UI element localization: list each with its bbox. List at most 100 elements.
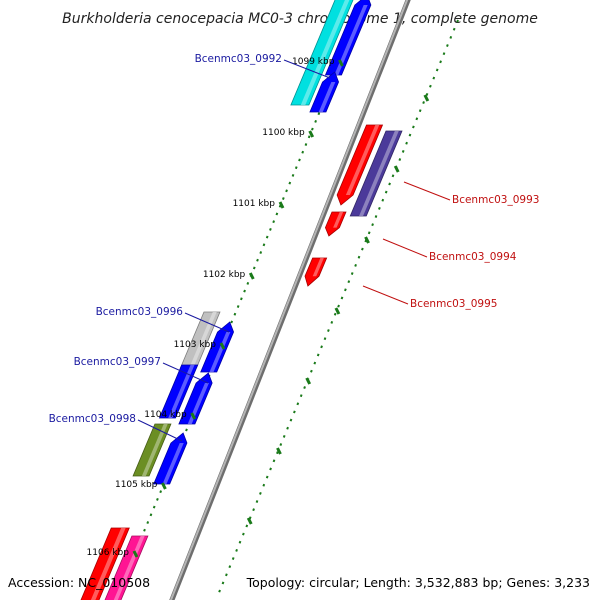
right-dot — [449, 35, 453, 39]
leader-line — [382, 238, 428, 258]
left-dot — [143, 528, 146, 532]
right-dot — [405, 141, 408, 145]
right-dot — [388, 182, 391, 186]
backbone-line — [169, 0, 409, 600]
left-dot — [233, 312, 237, 316]
right-dot — [344, 288, 347, 292]
right-dot — [337, 304, 340, 308]
right-dot — [401, 149, 405, 153]
right-dot — [408, 133, 412, 137]
right-dot — [432, 76, 436, 80]
tick-label: 1102 kbp — [203, 270, 246, 280]
right-dot — [452, 27, 456, 31]
right-dot — [279, 443, 283, 446]
gene-blue-a — [200, 321, 234, 373]
left-dot — [243, 289, 246, 293]
right-dot — [269, 467, 272, 471]
left-dot — [265, 235, 269, 239]
gene-label-bcenmc03_0993[interactable]: Bcenmc03_0993 — [452, 194, 539, 206]
tick-mark — [308, 130, 315, 138]
right-dot — [422, 101, 425, 104]
tick-label: 1101 kbp — [233, 199, 276, 209]
leader-line — [137, 419, 183, 442]
tick-mark — [219, 342, 226, 350]
left-dot — [282, 197, 285, 200]
left-dot — [298, 158, 301, 162]
gene-red-0995 — [304, 257, 328, 287]
right-dot — [442, 52, 446, 56]
tick-label: 1099 kbp — [292, 57, 335, 67]
tick-mark — [190, 412, 197, 420]
left-dot — [256, 258, 259, 262]
right-dot — [456, 19, 459, 23]
gene-label-bcenmc03_0998[interactable]: Bcenmc03_0998 — [49, 413, 136, 425]
right-dot — [340, 296, 344, 300]
left-dot — [262, 243, 266, 247]
right-dot — [323, 337, 327, 341]
gene-label-bcenmc03_0995[interactable]: Bcenmc03_0995 — [410, 298, 497, 310]
right-dot — [361, 247, 364, 251]
left-dot — [236, 305, 240, 308]
map-title: Burkholderia cenocepacia MC0-3 chromosom… — [62, 11, 538, 27]
leader-line — [162, 362, 209, 384]
right-dot — [255, 500, 259, 503]
tick-mark — [338, 59, 344, 67]
gene-label-bcenmc03_0996[interactable]: Bcenmc03_0996 — [96, 306, 184, 318]
right-dot — [259, 491, 262, 495]
right-dot — [381, 198, 385, 202]
left-dot — [240, 297, 243, 301]
leader-line — [362, 285, 409, 305]
right-dot — [367, 231, 371, 235]
gene-red-bottom — [80, 527, 130, 600]
gene-purple — [349, 130, 403, 217]
left-dot — [304, 143, 308, 146]
topology-text: Topology: circular; Length: 3,532,883 bp… — [246, 575, 590, 590]
right-dot — [265, 475, 269, 479]
left-dot — [311, 127, 314, 131]
right-dot — [310, 369, 313, 373]
gene-red-0994 — [324, 211, 347, 237]
gene-label-bcenmc03_0997[interactable]: Bcenmc03_0997 — [74, 356, 161, 368]
gene-pink — [104, 535, 149, 600]
left-dot — [152, 505, 156, 509]
right-dot — [313, 361, 317, 365]
right-dot — [391, 174, 395, 178]
right-dot — [354, 263, 357, 267]
tick-mark — [132, 550, 139, 558]
right-dot — [350, 272, 354, 275]
left-dot — [317, 112, 321, 116]
right-dot — [252, 508, 255, 512]
right-dot — [303, 386, 306, 389]
right-dot — [374, 215, 378, 218]
right-dot — [429, 84, 432, 88]
right-dot — [347, 280, 351, 284]
right-dot — [293, 410, 296, 414]
leader-line — [403, 181, 451, 201]
right-dot — [238, 540, 242, 544]
tick-label: 1100 kbp — [262, 128, 305, 138]
right-dot — [330, 320, 334, 324]
gene-label-bcenmc03_0992[interactable]: Bcenmc03_0992 — [195, 53, 282, 65]
left-dot — [230, 320, 234, 324]
left-dot — [269, 227, 272, 231]
left-dot — [246, 281, 250, 285]
tick-label: 1105 kbp — [115, 480, 158, 490]
tick-mark — [278, 201, 285, 209]
left-dot — [307, 135, 311, 139]
right-dot — [296, 402, 300, 406]
left-dot — [285, 189, 288, 193]
right-dot — [327, 329, 330, 332]
right-dot — [218, 589, 221, 593]
left-dot — [259, 251, 263, 254]
left-dot — [149, 513, 153, 517]
left-dot — [291, 173, 295, 177]
gene-label-bcenmc03_0994[interactable]: Bcenmc03_0994 — [429, 251, 517, 263]
tick-mark — [161, 482, 167, 490]
right-dot — [398, 158, 402, 161]
right-dot — [272, 459, 276, 463]
tick-label: 1103 kbp — [174, 340, 217, 350]
right-dot — [262, 483, 266, 487]
gene-blue-c — [153, 432, 188, 485]
right-dot — [235, 548, 238, 552]
